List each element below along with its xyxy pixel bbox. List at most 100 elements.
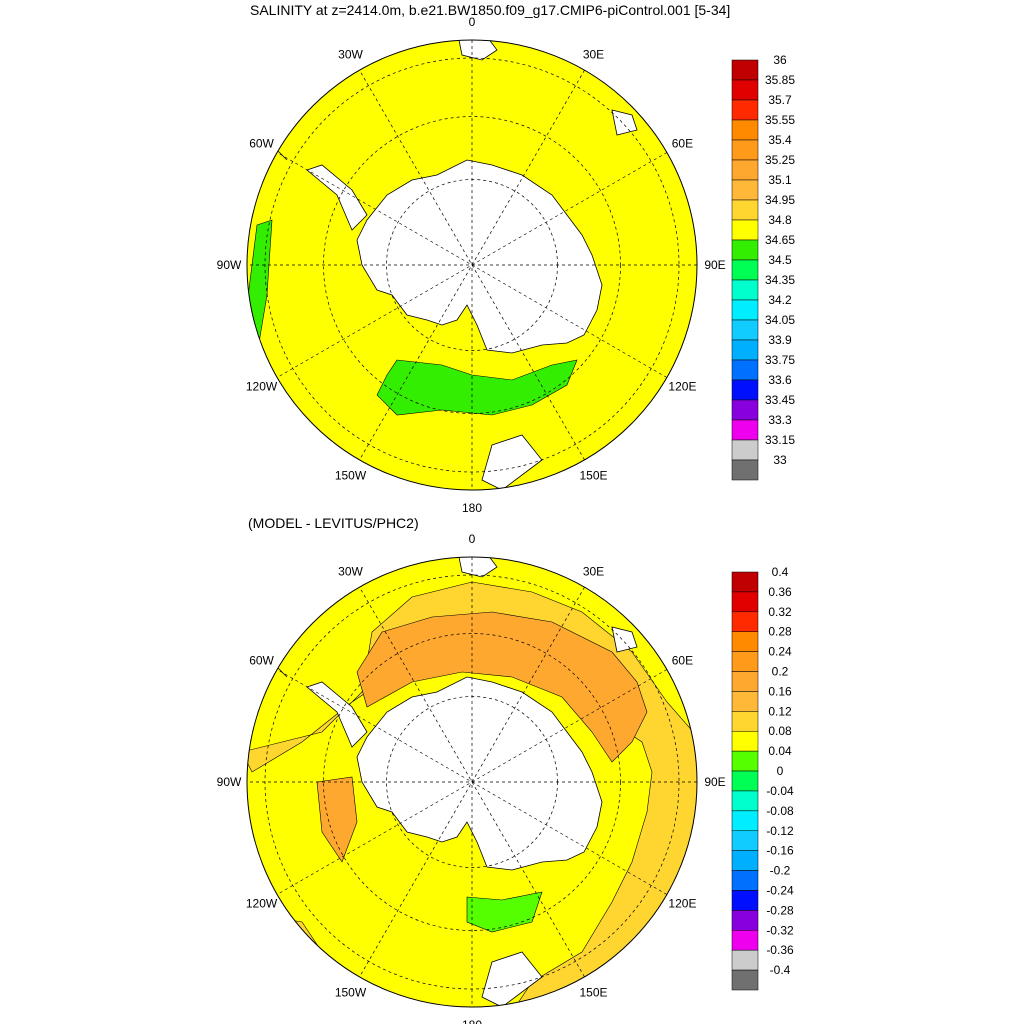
salinity-colorbar: 36 35.85 35.7 35.55 35.4 35.25 35.1 34.95 34.8 34… [731, 53, 795, 481]
longitude-label: 30E [583, 48, 604, 62]
colorbar-swatch [731, 359, 759, 381]
colorbar-swatch [731, 59, 759, 81]
colorbar-swatch [731, 611, 759, 632]
colorbar-label: 34.35 [765, 273, 795, 287]
colorbar-label: 34.65 [765, 233, 795, 247]
longitude-label: 60W [249, 137, 274, 151]
colorbar-label: 35.7 [768, 93, 792, 107]
colorbar-label: 34.2 [768, 293, 792, 307]
colorbar-label: 0.04 [768, 744, 792, 758]
colorbar-label: 36 [773, 53, 787, 67]
colorbar-label: -0.16 [766, 844, 794, 858]
longitude-label: 30W [338, 565, 363, 579]
colorbar-swatch [731, 870, 759, 891]
main-title: SALINITY at z=2414.0m, b.e21.BW1850.f09_… [250, 2, 731, 18]
colorbar-swatch [731, 969, 759, 991]
colorbar-label: 0 [777, 764, 784, 778]
longitude-label: 120E [668, 897, 696, 911]
longitude-label: 0 [469, 15, 476, 29]
colorbar-label: 35.55 [765, 113, 795, 127]
colorbar-swatch [731, 219, 759, 241]
colorbar-swatch [731, 671, 759, 692]
salinity-fields [247, 40, 697, 490]
colorbar-swatch [731, 139, 759, 161]
colorbar-swatch [731, 850, 759, 871]
longitude-label: 60E [672, 137, 693, 151]
colorbar-label: 0.24 [768, 645, 792, 659]
colorbar-swatch [731, 159, 759, 181]
colorbar-swatch [731, 199, 759, 221]
colorbar-label: 34.8 [768, 213, 792, 227]
africa-tip [456, 40, 498, 61]
australia-tip [481, 951, 543, 1007]
colorbar-label: 33.3 [768, 413, 792, 427]
colorbar-swatch [731, 910, 759, 931]
longitude-label: 120W [246, 380, 278, 394]
colorbar-label: -0.24 [766, 883, 794, 897]
colorbar-label: -0.36 [766, 943, 794, 957]
negative-anomaly-zone [466, 891, 543, 933]
colorbar-label: -0.08 [766, 804, 794, 818]
colorbar-label: -0.28 [766, 903, 794, 917]
longitude-label: 60E [672, 654, 693, 668]
colorbar-label: 33 [773, 453, 787, 467]
longitude-label: 150E [579, 468, 607, 482]
latitude-gridline [323, 633, 621, 931]
colorbar-swatch [731, 591, 759, 613]
colorbar-swatch [731, 651, 759, 672]
longitude-label: 90E [704, 258, 725, 272]
longitude-gridline [359, 586, 585, 978]
island [611, 109, 638, 136]
low-salinity-zone-ross [376, 359, 578, 416]
colorbar-swatch [731, 750, 759, 772]
colorbar-swatch [731, 691, 759, 712]
colorbar-label: 33.15 [765, 433, 795, 447]
colorbar-swatch [731, 79, 759, 101]
longitude-label: 30E [583, 565, 604, 579]
longitude-label: 120W [246, 897, 278, 911]
colorbar-swatch [731, 259, 759, 281]
antarctic-peninsula [306, 681, 368, 748]
longitude-label: 150W [335, 985, 367, 999]
colorbar-swatch [731, 439, 759, 461]
colorbar-label: 0.28 [768, 625, 792, 639]
africa-tip [456, 557, 498, 578]
longitude-label: 150W [335, 468, 367, 482]
colorbar-swatch [731, 790, 759, 812]
colorbar-label: 0.16 [768, 684, 792, 698]
colorbar-swatch [731, 239, 759, 261]
difference-group: 0 30E 60E 90E 120E 150E 180 150W 120W 90W 60W 30W [217, 532, 726, 1024]
colorbar-label: 35.25 [765, 153, 795, 167]
colorbar-swatch [731, 890, 759, 911]
longitude-label: 60W [249, 654, 274, 668]
colorbar-swatch [731, 399, 759, 421]
colorbar-label: -0.4 [770, 963, 791, 977]
longitude-label: 90E [704, 775, 725, 789]
longitude-label: 0 [469, 532, 476, 546]
colorbar-label: 34.95 [765, 193, 795, 207]
colorbar-swatch [731, 119, 759, 141]
colorbar-label: -0.12 [766, 824, 794, 838]
colorbar-label: 0.2 [772, 665, 789, 679]
colorbar-swatch [731, 459, 759, 481]
colorbar-swatch [731, 830, 759, 851]
colorbar-swatch [731, 631, 759, 652]
colorbar-swatch [731, 730, 759, 752]
colorbar-label: 35.1 [768, 173, 792, 187]
colorbar-label: 0.12 [768, 704, 792, 718]
colorbar-label: 0.32 [768, 605, 792, 619]
colorbar-label: -0.04 [766, 784, 794, 798]
island [696, 283, 697, 341]
colorbar-label: 33.6 [768, 373, 792, 387]
anomaly-zone-west [316, 776, 358, 863]
longitude-label: 180 [462, 1018, 482, 1024]
colorbar-swatch [731, 339, 759, 361]
australia-tip [481, 434, 543, 490]
colorbar-swatch [731, 179, 759, 201]
difference-title: (MODEL - LEVITUS/PHC2) [248, 515, 419, 531]
colorbar-label: -0.32 [766, 923, 794, 937]
colorbar-label: 33.9 [768, 333, 792, 347]
salinity-group: 0 30E 60E 90E 120E 150E 180 150W 120W 90W 60W 30W [217, 15, 726, 515]
colorbar-label: 35.85 [765, 73, 795, 87]
